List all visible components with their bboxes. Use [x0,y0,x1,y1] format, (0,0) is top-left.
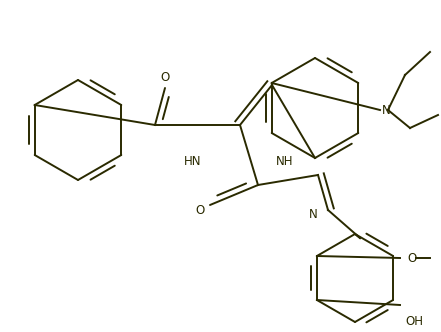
Text: NH: NH [276,155,294,168]
Text: N: N [382,104,391,117]
Text: O: O [407,252,416,265]
Text: N: N [309,208,318,221]
Text: O: O [161,71,170,84]
Text: HN: HN [184,155,202,168]
Text: OH: OH [405,315,423,328]
Text: O: O [195,204,205,216]
